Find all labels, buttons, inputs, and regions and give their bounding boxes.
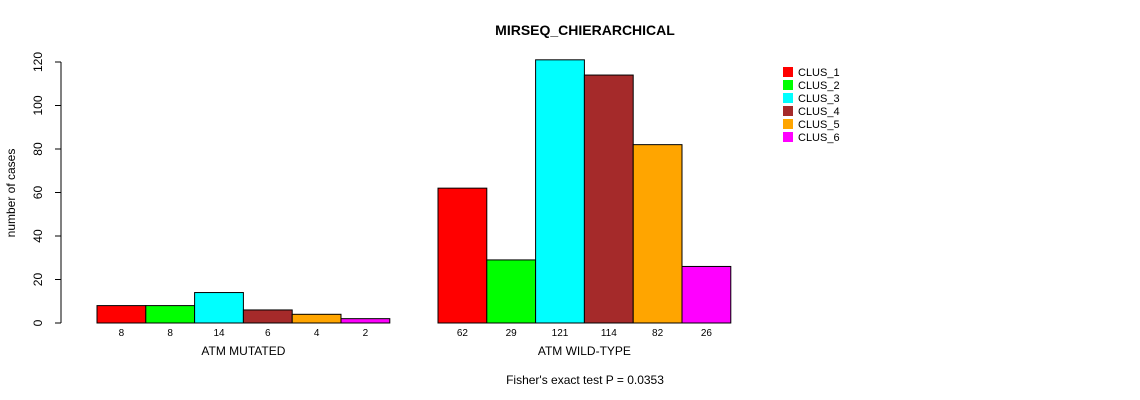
bars: 8 8 14 6 4 2 62 29 121 114 82 26 <box>96 59 732 339</box>
y-tick-label: 120 <box>31 52 45 72</box>
group-label: ATM MUTATED <box>201 344 285 358</box>
bar-clus-1 <box>437 187 488 324</box>
legend-label: CLUS_6 <box>798 132 840 144</box>
bar-clus-5 <box>632 144 683 324</box>
legend-label: CLUS_4 <box>798 106 840 118</box>
bar-count-label: 6 <box>265 328 271 339</box>
legend-label: CLUS_1 <box>798 67 840 79</box>
legend-swatch <box>783 132 793 142</box>
bar-count-label: 14 <box>213 328 225 339</box>
fisher-test-note: Fisher's exact test P = 0.0353 <box>506 373 664 387</box>
bar-clus-3 <box>535 59 585 324</box>
y-tick-label: 40 <box>31 229 45 243</box>
legend-label: CLUS_5 <box>798 119 840 131</box>
y-tick-label: 0 <box>31 319 45 326</box>
bar-count-label: 114 <box>601 328 617 339</box>
y-tick-label: 80 <box>31 142 45 156</box>
bar-count-label: 62 <box>457 328 469 339</box>
bar-clus-6 <box>340 318 391 324</box>
bar-count-label: 82 <box>652 328 664 339</box>
bar-clus-3 <box>194 292 244 324</box>
y-axis: 0 20 40 60 80 100 120 <box>31 52 62 326</box>
bar-clus-2 <box>145 305 196 324</box>
bar-clus-2 <box>486 259 537 324</box>
legend-swatch <box>783 67 793 77</box>
bar-clus-5 <box>291 313 342 324</box>
legend-label: CLUS_3 <box>798 93 840 105</box>
legend-swatch <box>783 119 793 129</box>
bar-count-label: 29 <box>506 328 518 339</box>
group-labels: ATM MUTATED ATM WILD-TYPE <box>201 344 631 358</box>
bar-clus-1 <box>96 305 147 324</box>
y-tick-label: 100 <box>31 95 45 115</box>
bar-clus-4 <box>583 74 634 324</box>
y-axis-label: number of cases <box>4 149 18 238</box>
bar-count-label: 8 <box>119 328 125 339</box>
legend-label: CLUS_2 <box>798 80 840 92</box>
legend-swatch <box>783 106 793 116</box>
bar-count-label: 4 <box>314 328 320 339</box>
bar-count-label: 2 <box>363 328 369 339</box>
bar-count-label: 121 <box>552 328 569 339</box>
chart-title: MIRSEQ_CHIERARCHICAL <box>495 22 675 38</box>
bar-clus-6 <box>681 265 732 324</box>
bar-clus-4 <box>242 309 293 324</box>
legend-swatch <box>783 93 793 103</box>
bar-count-label: 26 <box>701 328 713 339</box>
y-tick-label: 60 <box>31 186 45 200</box>
legend-swatch <box>783 80 793 90</box>
group-label: ATM WILD-TYPE <box>538 344 631 358</box>
y-tick-label: 20 <box>31 273 45 287</box>
bar-count-label: 8 <box>167 328 173 339</box>
